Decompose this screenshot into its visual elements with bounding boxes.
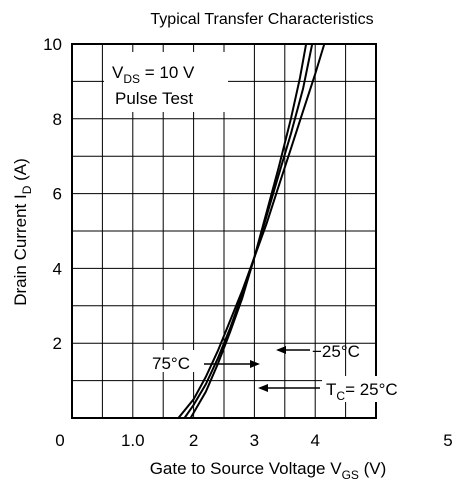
annotation-tc25-label: TC= 25°C: [326, 380, 398, 403]
y-axis-label: Drain Current ID (A): [11, 158, 34, 306]
series-line--25C: [189, 43, 308, 419]
pulse-test-label: Pulse Test: [115, 89, 193, 108]
x-tick-label: 0: [55, 431, 64, 450]
annotation-tc25: TC= 25°C: [258, 376, 422, 403]
plot-frame: [71, 43, 377, 419]
conditions-box: [104, 52, 228, 112]
y-tick-label: 6: [53, 185, 62, 204]
annotation-75: 75°C: [150, 350, 260, 373]
x-axis-label: Gate to Source Voltage VGS (V): [150, 459, 387, 482]
y-tick-label: 2: [53, 334, 62, 353]
annotation-75-label: 75°C: [152, 354, 190, 373]
vds-condition: VDS = 10 V: [112, 63, 195, 86]
annotation-minus25-label: −25°C: [312, 342, 360, 361]
series-layer: [177, 43, 326, 419]
x-tick-label: 1.0: [121, 431, 145, 450]
x-tick-label: 3: [250, 431, 259, 450]
x-tick-label: 4: [310, 431, 319, 450]
y-tick-label: 4: [53, 259, 62, 278]
x-tick-label: 2: [189, 431, 198, 450]
plot-border: [71, 43, 377, 419]
tick-labels: 0 1.0 2 3 4 5 2 4 6 8 10: [43, 35, 453, 450]
y-tick-label: 8: [53, 110, 62, 129]
y-tick-label: 10: [43, 35, 62, 54]
series-line-25C: [177, 43, 314, 419]
x-tick-label: 5: [443, 431, 452, 450]
chart-title: Typical Transfer Characteristics: [150, 11, 373, 28]
annotation-minus25: −25°C: [276, 342, 360, 361]
